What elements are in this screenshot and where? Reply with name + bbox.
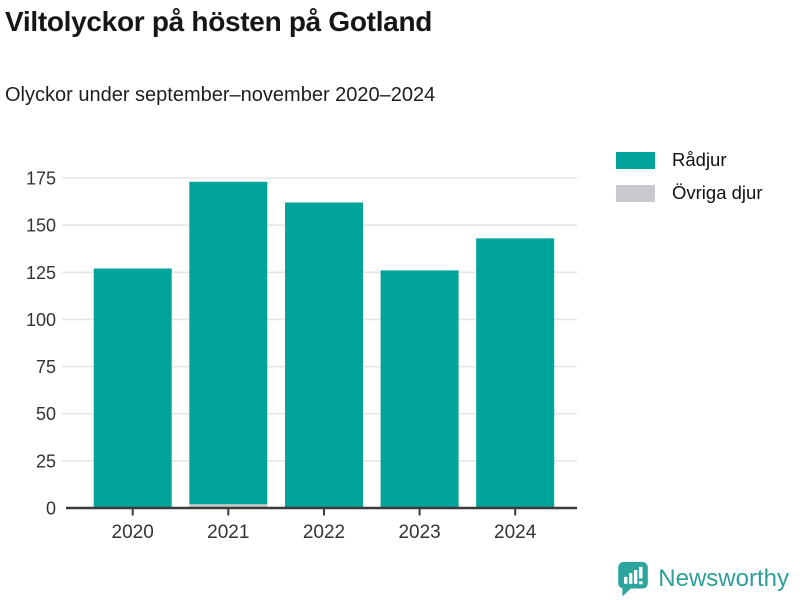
newsworthy-logo-text: Newsworthy	[658, 565, 789, 592]
x-tick-label-2022: 2022	[303, 522, 345, 543]
y-tick-label-75: 75	[36, 357, 56, 377]
y-tick-label-25: 25	[36, 451, 56, 471]
x-tick-label-2021: 2021	[207, 522, 249, 543]
bar-r-djur-2022	[285, 202, 363, 508]
legend-label-radjur: Rådjur	[672, 149, 727, 170]
y-tick-label-0: 0	[46, 499, 56, 519]
bar-r-djur-2020	[93, 268, 172, 508]
bar-chart: 0 25 50 75 100 125 150 175 2020 2021 2022 2023 2024	[26, 169, 577, 543]
bar-r-djur-2021	[189, 181, 268, 505]
y-tick-label-150: 150	[26, 216, 56, 236]
x-tick-label-2024: 2024	[494, 522, 537, 543]
newsworthy-logo-icon	[618, 562, 649, 597]
legend-swatch-ovriga-djur	[616, 184, 655, 202]
y-tick-label-100: 100	[26, 310, 56, 330]
bar--vriga-djur-2021	[189, 504, 268, 508]
y-tick-label-125: 125	[26, 263, 56, 283]
legend-swatch-radjur	[616, 151, 655, 169]
legend-label-ovriga-djur: Övriga djur	[672, 182, 763, 203]
x-tick-label-2023: 2023	[398, 522, 440, 543]
legend: Rådjur Övriga djur	[616, 149, 762, 215]
chart-subtitle: Olyckor under september–november 2020–20…	[5, 84, 436, 106]
bar-r-djur-2023	[380, 270, 459, 508]
chart-title: Viltolyckor på hösten på Gotland	[5, 6, 433, 37]
newsworthy-logo: Newsworthy	[616, 561, 789, 597]
y-tick-label-50: 50	[36, 404, 56, 424]
legend-item-ovriga-djur: Övriga djur	[616, 182, 762, 204]
bar-r-djur-2024	[476, 238, 555, 508]
x-tick-label-2020: 2020	[112, 522, 154, 543]
y-tick-label-175: 175	[26, 169, 56, 189]
legend-item-radjur: Rådjur	[616, 149, 762, 171]
